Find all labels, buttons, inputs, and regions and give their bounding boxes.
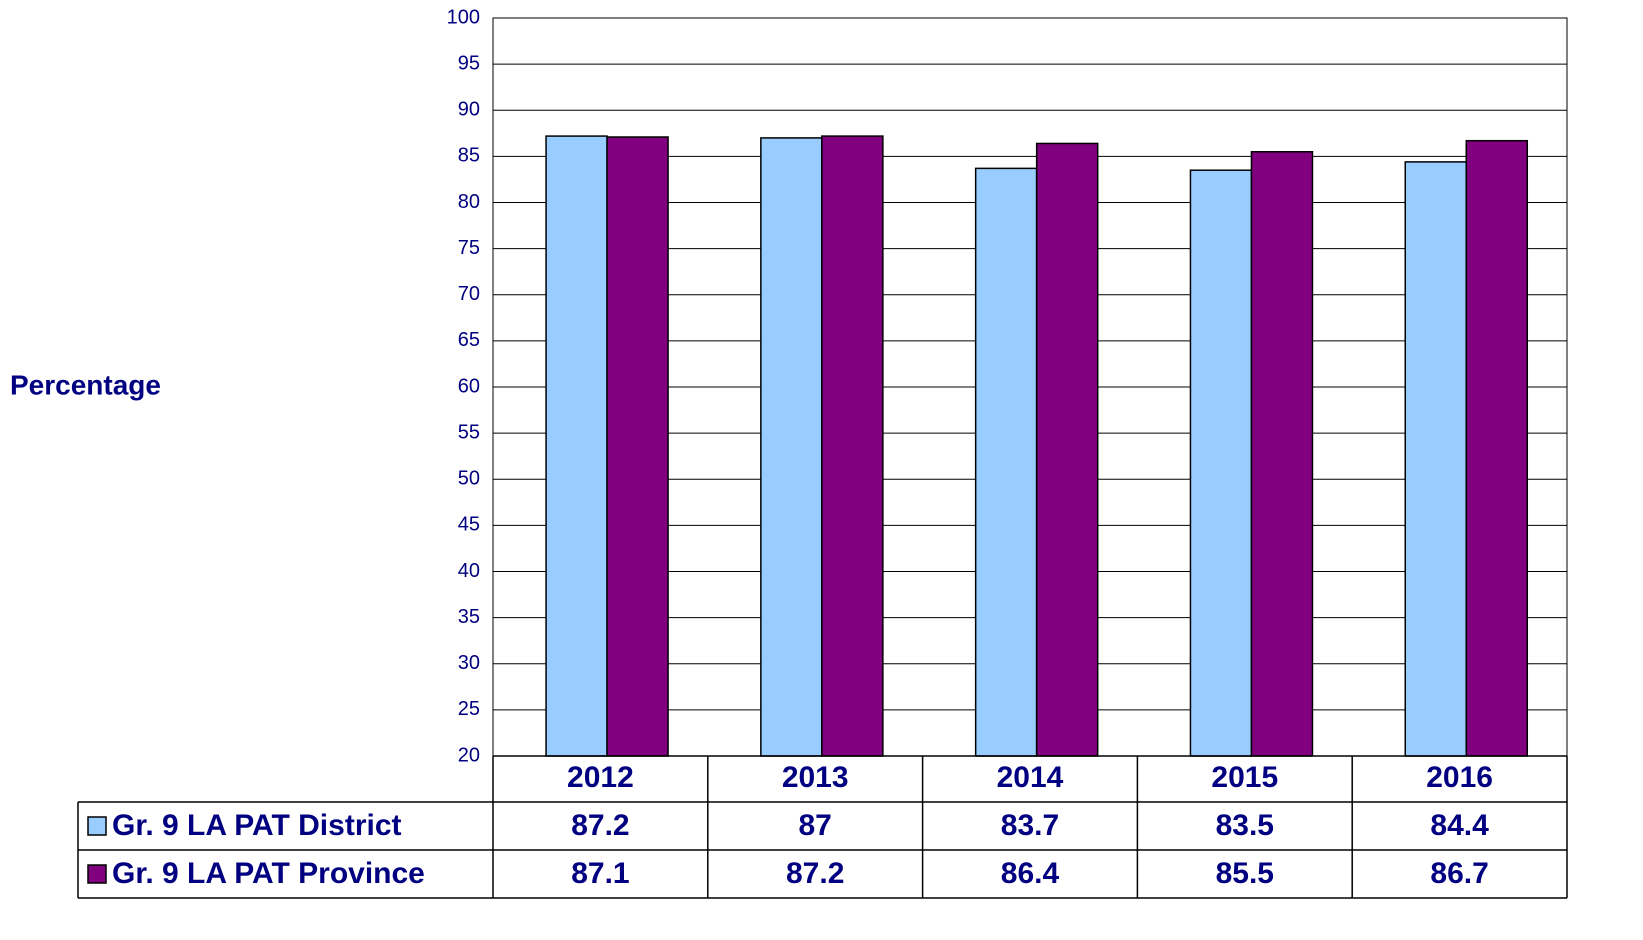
y-tick-label: 85 [458,145,480,167]
y-axis-label: Percentage [10,369,161,400]
y-tick-label: 95 [458,52,480,74]
x-tick-label: 2013 [782,761,849,794]
bar [1189,169,1253,757]
bar [760,137,823,757]
table-value: 84.4 [1430,809,1489,842]
y-tick-label: 80 [458,191,480,213]
y-tick-label: 70 [458,283,480,305]
table-value: 87.1 [571,857,629,890]
bar [1035,142,1099,757]
table-value: 83.5 [1216,809,1274,842]
bar [1465,139,1529,757]
table-value: 87.2 [571,809,629,842]
y-tick-label: 65 [458,329,480,351]
bar [1250,151,1314,757]
x-tick-label: 2015 [1211,761,1278,794]
table-value: 83.7 [1001,809,1059,842]
y-tick-label: 55 [458,421,480,443]
legend-swatch [87,816,107,836]
legend-label: Gr. 9 LA PAT District [112,809,402,842]
x-tick-label: 2016 [1426,761,1493,794]
x-tick-label: 2012 [567,761,634,794]
y-tick-label: 75 [458,237,480,259]
y-tick-label: 30 [458,652,480,674]
bar [821,135,884,757]
table-value: 86.4 [1001,857,1060,890]
bar [974,167,1038,757]
y-tick-label: 25 [458,698,480,720]
legend-swatch [87,864,107,884]
y-tick-label: 35 [458,606,480,628]
y-tick-label: 90 [458,99,480,121]
table-value: 87 [799,809,832,842]
x-tick-label: 2014 [997,761,1064,794]
bar [545,135,608,757]
y-tick-label: 50 [458,468,480,490]
y-tick-label: 20 [458,744,480,766]
bar [1404,161,1468,757]
y-tick-label: 100 [447,6,480,28]
bar [606,136,669,757]
table-value: 87.2 [786,857,844,890]
y-tick-label: 45 [458,514,480,536]
table-value: 86.7 [1430,857,1488,890]
table-value: 85.5 [1216,857,1274,890]
y-tick-label: 60 [458,375,480,397]
y-tick-label: 40 [458,560,480,582]
legend-label: Gr. 9 LA PAT Province [112,857,425,890]
